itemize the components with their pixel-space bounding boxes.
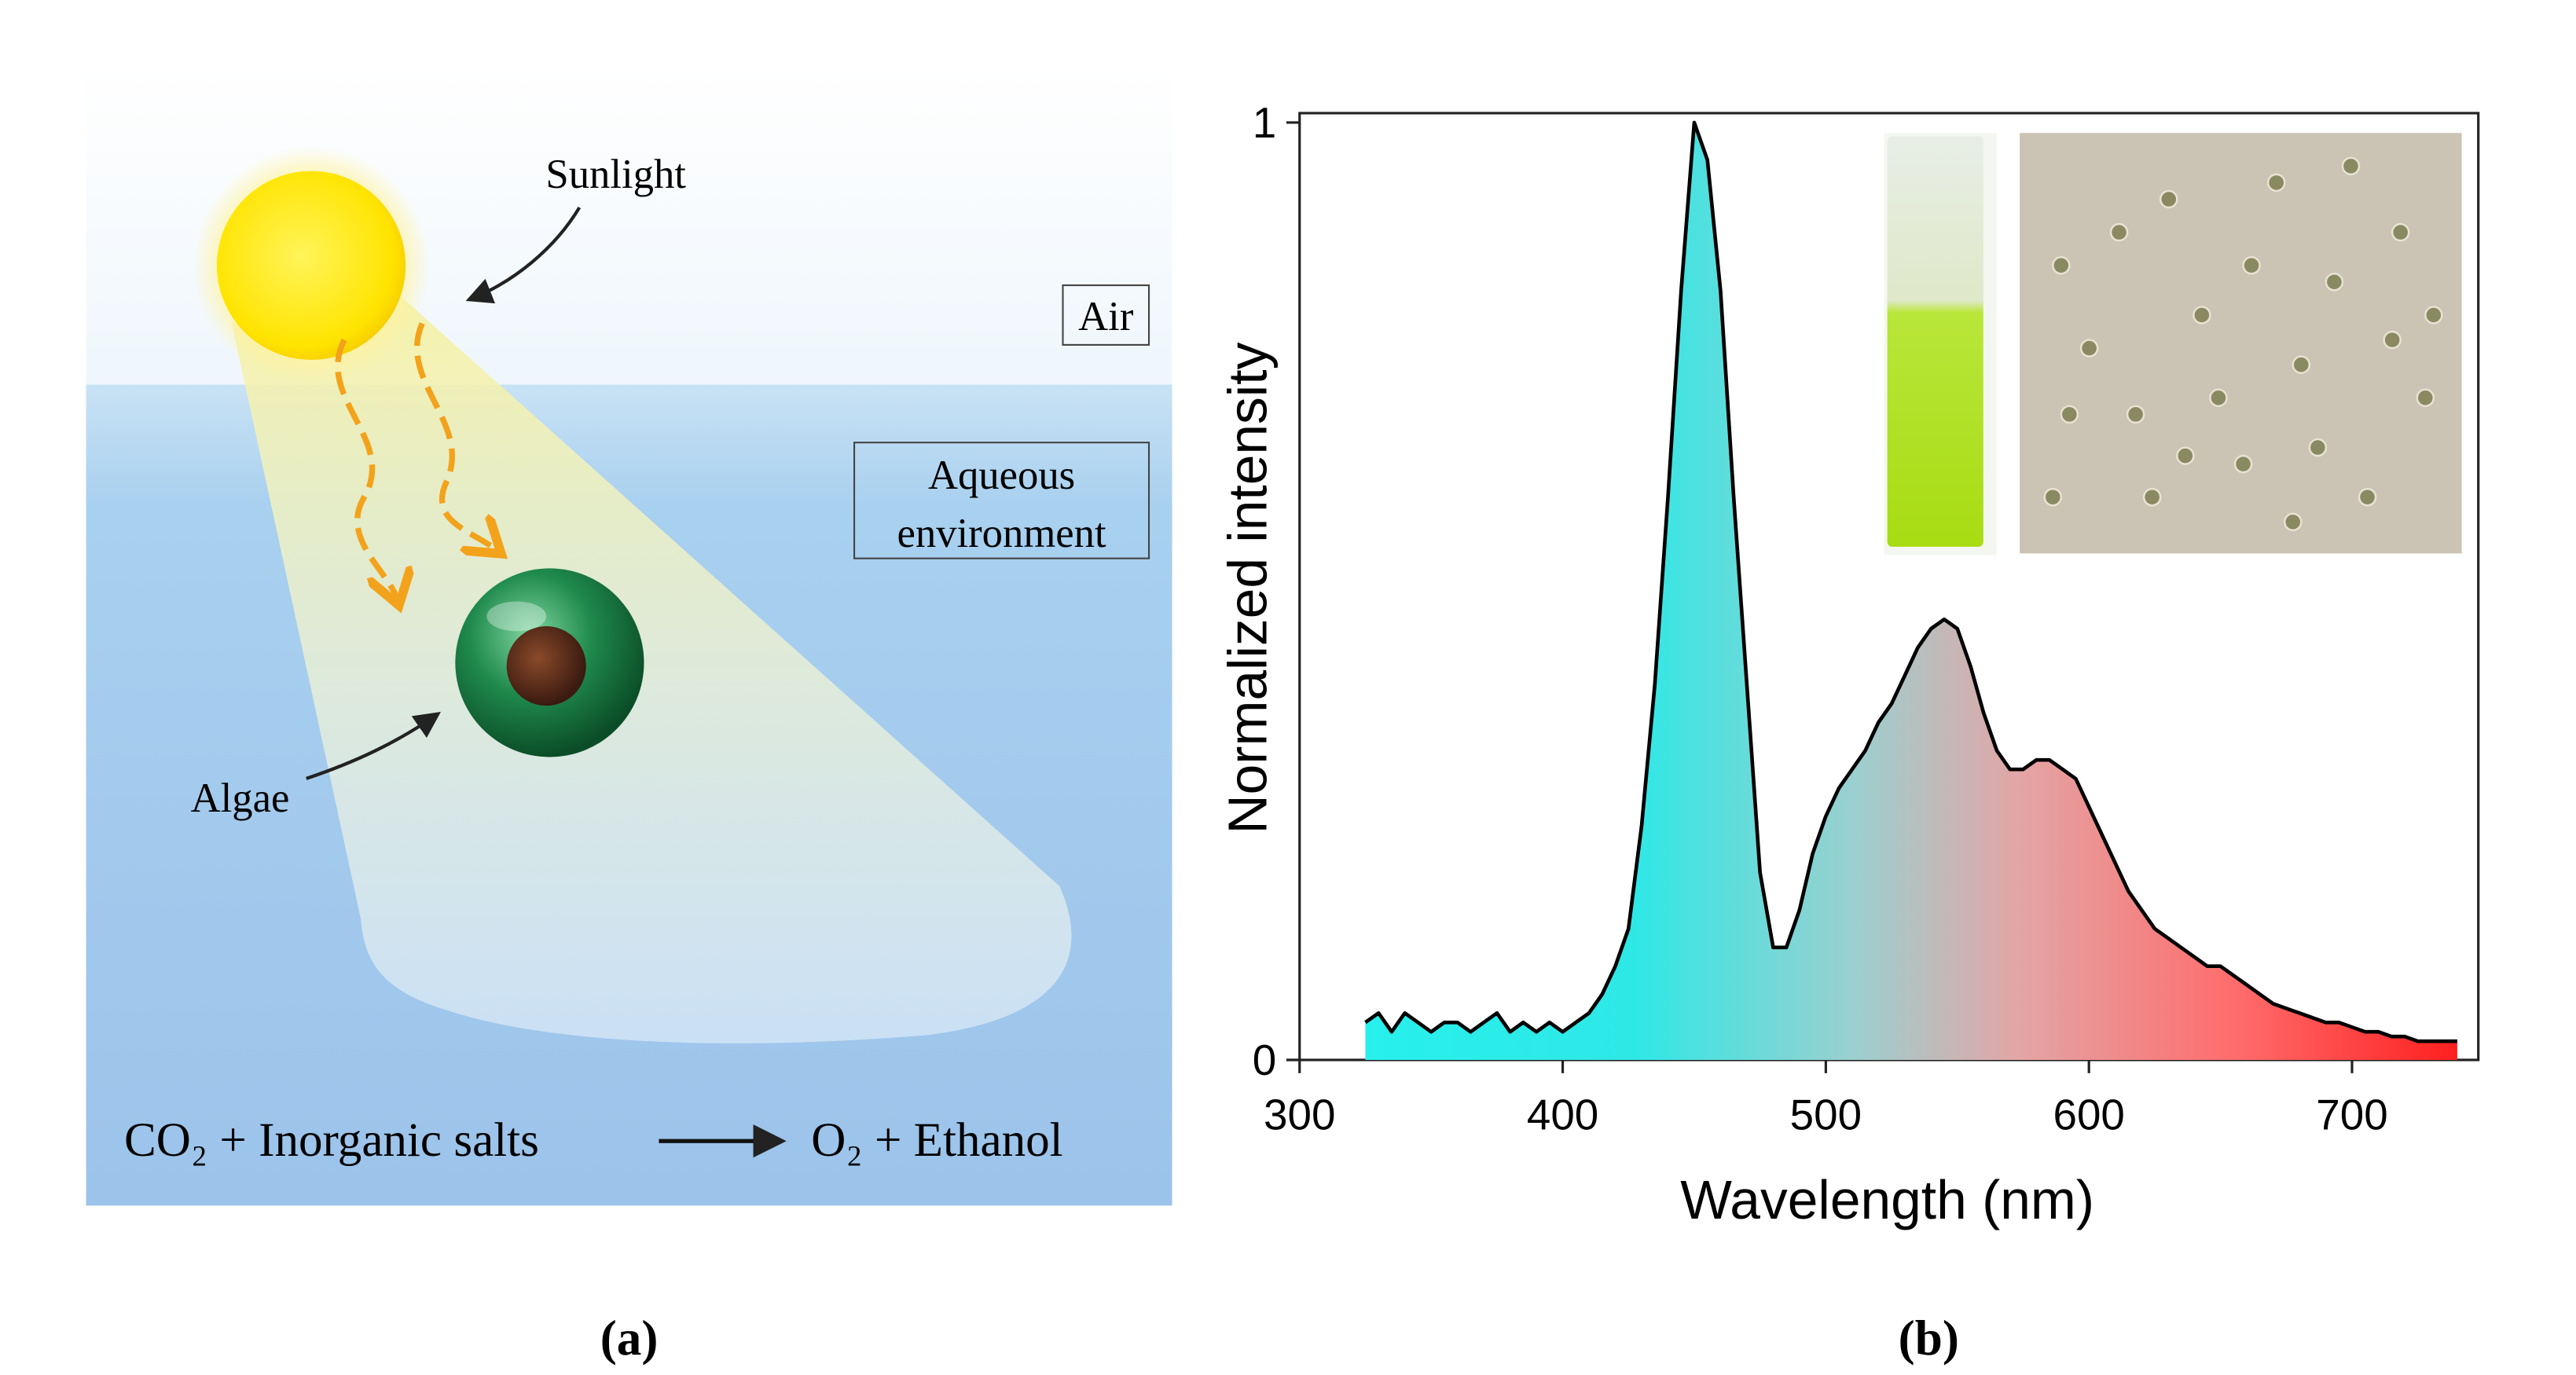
label-box xyxy=(853,442,1150,559)
light-beam xyxy=(231,290,1072,1043)
inset-cuvette xyxy=(1884,133,1997,556)
spectrum-line xyxy=(1364,120,2457,1043)
y-tick-label: 0 xyxy=(1253,1036,1276,1084)
cell-cluster xyxy=(2043,156,2443,532)
inset-microscope xyxy=(2020,133,2462,554)
label-aqueous: environment xyxy=(897,511,1106,556)
light-ray xyxy=(414,322,497,551)
equation-products: O₂ + Ethanol xyxy=(811,1114,1062,1167)
spectrum-area xyxy=(1365,122,2457,1061)
cuvette xyxy=(1887,136,1983,547)
light-ray xyxy=(335,338,398,600)
x-tick-label: 300 xyxy=(1264,1090,1335,1138)
equation-reactants: CO₂ + Inorganic salts xyxy=(124,1114,539,1167)
panel-a: Sunlight Air Aqueous environment Algae C… xyxy=(86,66,1172,1366)
y-tick-label: 1 xyxy=(1253,98,1276,147)
panel-label: (a) xyxy=(600,1311,659,1366)
label-aqueous: Aqueous xyxy=(928,453,1075,498)
sun xyxy=(216,170,406,360)
y-axis-label: Normalized intensity xyxy=(1217,342,1279,834)
highlight xyxy=(486,601,547,632)
x-tick-label: 400 xyxy=(1527,1090,1598,1138)
panel-b: Wavelength (nm) Normalized intensity (b)… xyxy=(1217,98,2480,1366)
x-tick-label: 700 xyxy=(2316,1090,2387,1138)
arrow xyxy=(306,712,441,780)
label-air: Air xyxy=(1078,294,1134,339)
x-tick-label: 500 xyxy=(1790,1090,1862,1138)
algae-nucleus xyxy=(506,626,586,706)
x-tick-label: 600 xyxy=(2053,1090,2124,1138)
arrow xyxy=(465,206,582,304)
label-algae: Algae xyxy=(191,776,290,821)
x-axis-label: Wavelength (nm) xyxy=(1680,1169,2094,1230)
label-box xyxy=(1062,284,1150,346)
label-sunlight: Sunlight xyxy=(545,152,686,197)
panel-label: (b) xyxy=(1899,1311,1959,1366)
